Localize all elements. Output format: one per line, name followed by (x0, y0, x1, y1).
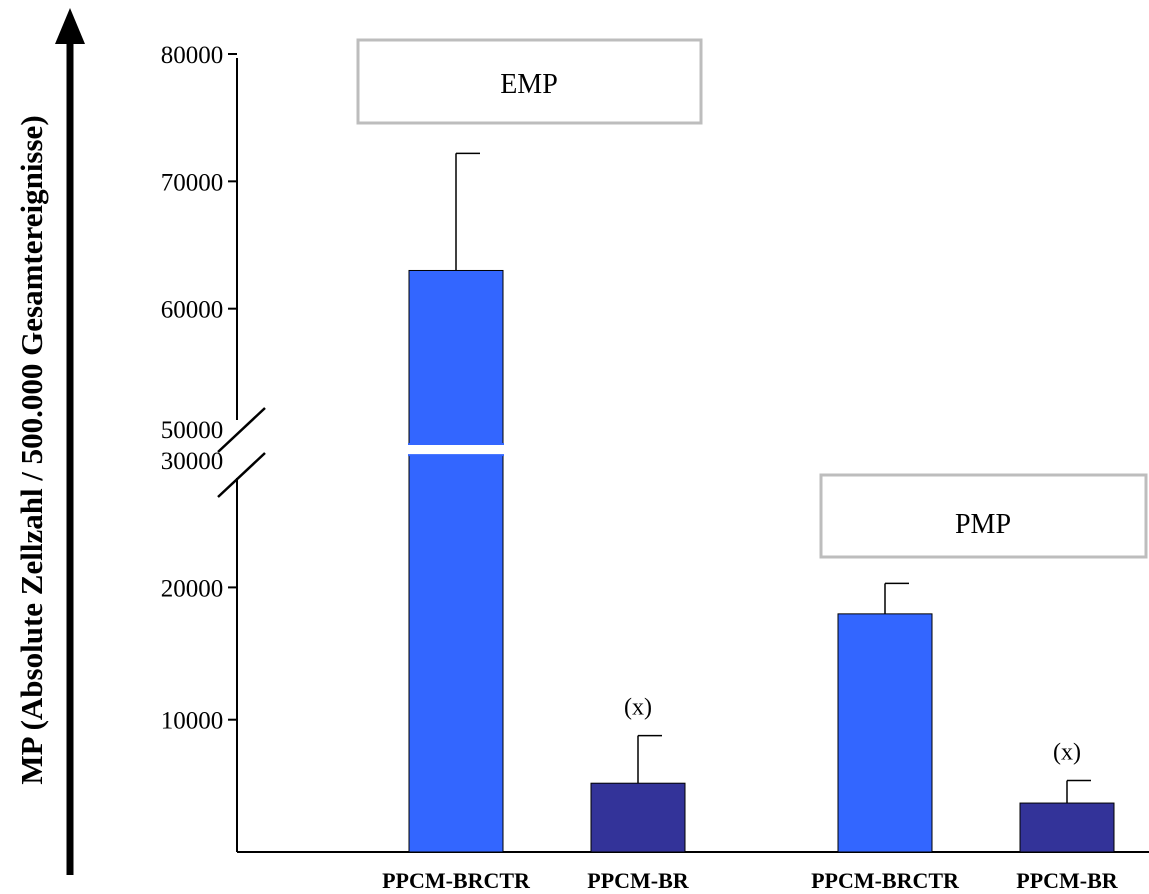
bar (408, 269, 504, 445)
x-tick-label: PPCM-BR (587, 868, 690, 893)
group-label-emp-text: EMP (500, 69, 558, 100)
bar-annotation: (x) (1053, 740, 1081, 766)
y-tick-label: 20000 (161, 575, 224, 602)
bar (837, 613, 933, 853)
bars: PPCM-BRCTR (x) PPCM-BR PPCM-BRCTR (x) PPCM-BR (382, 152, 1119, 893)
y-ticks: 10000 20000 30000 50000 60000 70000 80000 (161, 42, 237, 735)
y-arrow (55, 8, 85, 875)
group-label-emp: EMP (356, 38, 703, 125)
y-tick-label: 50000 (161, 417, 224, 444)
axis-break-marks (217, 407, 266, 498)
y-tick-label: 60000 (161, 297, 224, 324)
x-tick-label: PPCM-BRCTR (382, 868, 531, 893)
y-tick-label: 70000 (161, 169, 224, 196)
group-label-pmp-text: PMP (955, 509, 1011, 540)
bar-annotation: (x) (624, 695, 652, 721)
y-tick-label: 80000 (161, 42, 224, 69)
y-axis-label: MP (Absolute Zellzahl / 500.000 Gesamter… (14, 115, 49, 784)
x-tick-label: PPCM-BRCTR (811, 868, 960, 893)
x-tick-label: PPCM-BR (1016, 868, 1119, 893)
bar (590, 782, 686, 853)
bar (408, 454, 504, 853)
bar (1019, 802, 1115, 853)
y-tick-label: 30000 (161, 448, 224, 475)
y-tick-label: 10000 (161, 708, 224, 735)
group-label-pmp: PMP (819, 473, 1148, 559)
